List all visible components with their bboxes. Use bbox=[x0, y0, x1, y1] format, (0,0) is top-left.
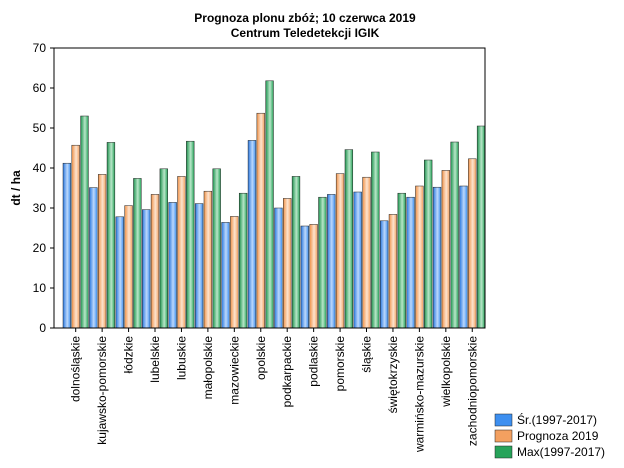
bar bbox=[142, 209, 151, 329]
y-tick-label: 0 bbox=[39, 321, 46, 335]
x-tick-label: lubuskie bbox=[174, 336, 188, 380]
bar bbox=[133, 178, 142, 329]
y-tick-label: 70 bbox=[33, 41, 47, 55]
x-tick-label: świętokrzyskie bbox=[386, 336, 400, 414]
bar bbox=[177, 176, 186, 329]
bar bbox=[150, 194, 160, 329]
x-tick-label: podkarpackie bbox=[280, 336, 294, 408]
bar bbox=[353, 191, 362, 329]
legend-label: Max(1997-2017) bbox=[517, 445, 605, 459]
bar bbox=[159, 168, 168, 329]
bar bbox=[62, 162, 72, 329]
bar bbox=[406, 196, 415, 329]
bar bbox=[362, 176, 371, 329]
chart-title: Prognoza plonu zbóż; 10 czerwca 2019 bbox=[194, 11, 416, 25]
bar bbox=[468, 158, 477, 329]
y-tick-label: 40 bbox=[33, 161, 47, 175]
y-axis: 0 10 20 30 40 50 60 70 bbox=[33, 41, 54, 335]
x-tick-label: lubelskie bbox=[148, 336, 162, 383]
bar bbox=[397, 192, 406, 329]
bar bbox=[476, 125, 486, 329]
chart-subtitle: Centrum Teledetekcji IGIK bbox=[231, 26, 380, 40]
x-tick-label: opolskie bbox=[254, 336, 268, 380]
x-tick-label: wielkopolskie bbox=[439, 336, 453, 408]
legend-label: Śr.(1997-2017) bbox=[517, 412, 597, 427]
x-tick-label: zachodniopomorskie bbox=[465, 336, 479, 446]
bar bbox=[415, 185, 424, 329]
bar bbox=[97, 174, 107, 329]
bar bbox=[186, 140, 195, 329]
legend-swatch bbox=[494, 445, 513, 459]
bar bbox=[168, 202, 177, 329]
x-tick-label: pomorskie bbox=[333, 336, 347, 392]
bar bbox=[309, 224, 318, 329]
bar bbox=[441, 170, 450, 329]
x-tick-label: warmińsko-mazurskie bbox=[412, 336, 426, 453]
bar bbox=[424, 159, 433, 329]
bar bbox=[265, 80, 274, 329]
bar bbox=[247, 140, 257, 329]
y-tick-label: 50 bbox=[33, 121, 47, 135]
bar bbox=[291, 176, 301, 329]
bar bbox=[344, 149, 354, 329]
y-axis-label: dt / ha bbox=[9, 170, 23, 206]
legend-label: Prognoza 2019 bbox=[517, 429, 599, 443]
legend: Śr.(1997-2017) Prognoza 2019 Max(1997-2017… bbox=[494, 412, 605, 459]
y-tick-label: 20 bbox=[33, 241, 47, 255]
bar bbox=[194, 203, 204, 329]
bar bbox=[89, 187, 98, 329]
bar bbox=[221, 222, 230, 329]
plot-frame bbox=[53, 47, 486, 329]
x-tick-label: dolnośląskie bbox=[69, 336, 83, 402]
bar bbox=[450, 141, 459, 329]
bar bbox=[124, 205, 133, 329]
legend-swatch bbox=[494, 413, 513, 427]
bar bbox=[432, 186, 442, 329]
bar bbox=[335, 173, 345, 329]
x-tick-label: śląskie bbox=[360, 336, 374, 373]
bar bbox=[71, 144, 80, 329]
bar bbox=[115, 216, 124, 329]
bar bbox=[106, 142, 116, 329]
bar bbox=[459, 185, 468, 329]
bars-group bbox=[62, 80, 486, 329]
x-axis: dolnośląskie kujawsko-pomorskie łódzkie lub… bbox=[69, 328, 479, 453]
bar bbox=[203, 190, 213, 329]
legend-swatch bbox=[494, 429, 513, 443]
bar bbox=[300, 225, 309, 329]
x-tick-label: mazowieckie bbox=[227, 336, 241, 405]
x-tick-label: podlaskie bbox=[307, 336, 321, 387]
y-tick-label: 30 bbox=[33, 201, 47, 215]
bar bbox=[230, 216, 239, 329]
x-tick-label: małopolskie bbox=[201, 336, 215, 400]
bar bbox=[371, 151, 380, 329]
bar bbox=[380, 220, 389, 329]
bar bbox=[80, 115, 89, 329]
bar bbox=[238, 192, 248, 329]
x-tick-label: łódzkie bbox=[122, 336, 136, 374]
y-tick-label: 10 bbox=[33, 281, 47, 295]
y-tick-label: 60 bbox=[33, 81, 47, 95]
bar bbox=[318, 196, 327, 329]
bar bbox=[212, 168, 221, 329]
bar bbox=[327, 194, 336, 329]
bar bbox=[256, 112, 265, 329]
bar bbox=[283, 198, 292, 329]
bar bbox=[274, 207, 283, 329]
bar bbox=[388, 214, 398, 329]
x-tick-label: kujawsko-pomorskie bbox=[95, 336, 109, 445]
